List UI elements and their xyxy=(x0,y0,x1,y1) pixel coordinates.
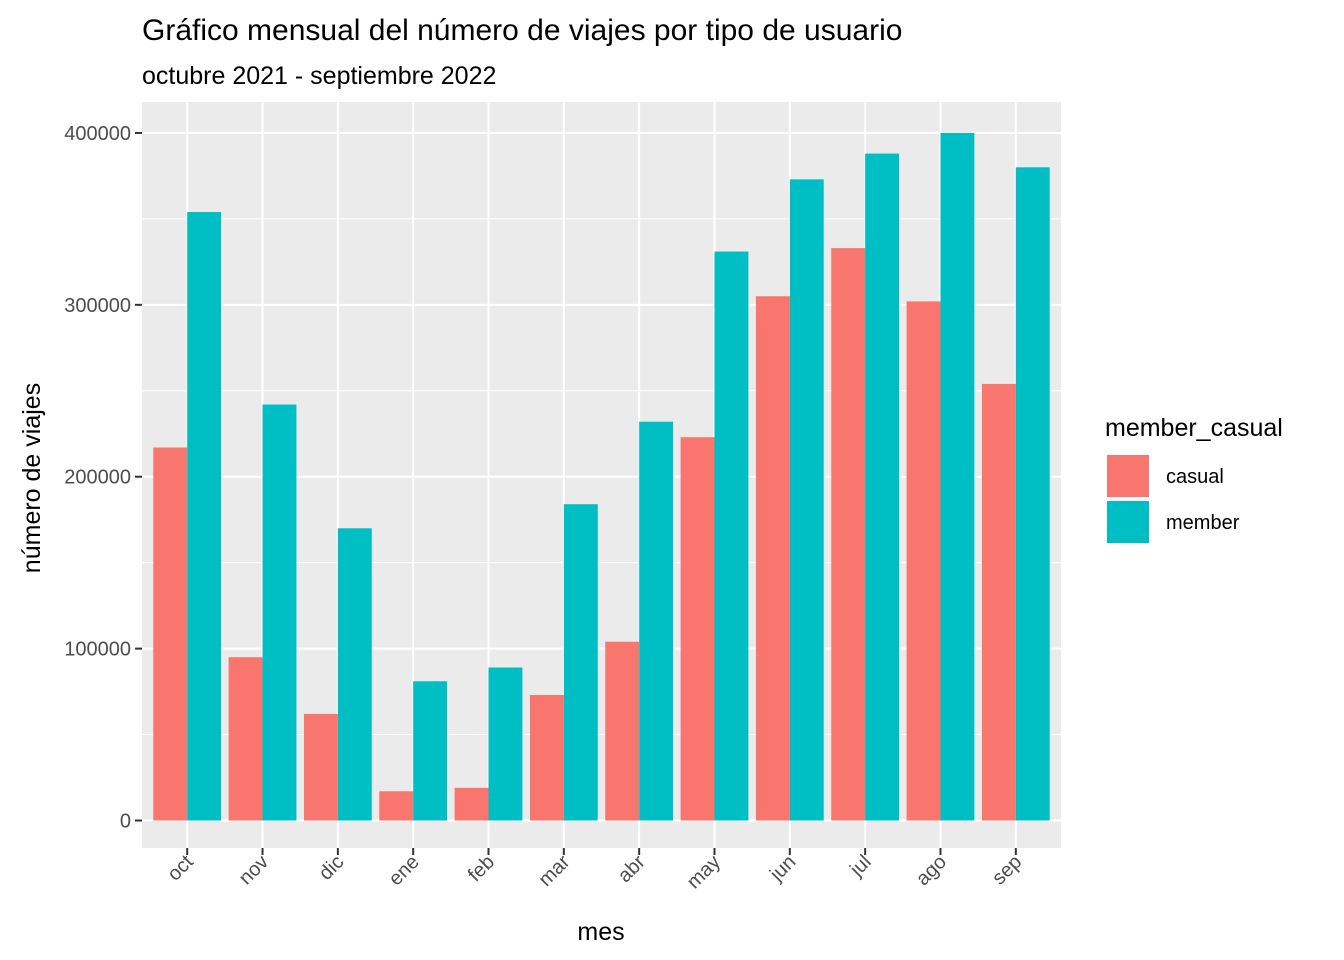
bar-casual-oct xyxy=(153,447,188,821)
x-tick-label: nov xyxy=(235,851,273,889)
bar-member-abr xyxy=(639,421,674,821)
bar-member-ago xyxy=(940,132,975,821)
legend-label-casual: casual xyxy=(1166,466,1224,488)
y-tick-label: 0 xyxy=(120,810,131,832)
bar-member-jul xyxy=(865,153,900,821)
y-tick-label: 100000 xyxy=(64,639,131,661)
x-tick-label: ene xyxy=(385,851,424,890)
bar-member-feb xyxy=(488,667,523,821)
y-tick-label: 200000 xyxy=(64,467,131,489)
bar-casual-ene xyxy=(379,791,414,821)
bar-casual-jul xyxy=(831,248,866,821)
bar-member-ene xyxy=(413,681,448,821)
bar-member-oct xyxy=(187,212,222,821)
bar-member-jun xyxy=(789,179,824,821)
bar-casual-nov xyxy=(228,657,263,821)
bar-member-sep xyxy=(1015,167,1050,821)
legend: member_casual casual member xyxy=(1105,414,1283,543)
x-tick-label: jun xyxy=(765,851,800,886)
bar-member-may xyxy=(714,251,749,821)
y-axis: 0 100000 200000 300000 400000 xyxy=(64,123,142,832)
x-tick-label: feb xyxy=(464,851,499,886)
y-tick-label: 300000 xyxy=(64,295,131,317)
legend-key-member xyxy=(1107,501,1149,543)
bar-casual-may xyxy=(680,437,715,821)
x-axis-title: mes xyxy=(577,918,624,946)
y-tick-label: 400000 xyxy=(64,123,131,145)
legend-title: member_casual xyxy=(1105,414,1283,442)
bar-casual-jun xyxy=(755,296,790,821)
y-axis-title: número de viajes xyxy=(18,383,46,573)
bar-casual-mar xyxy=(529,695,564,821)
x-tick-label: oct xyxy=(163,851,198,886)
x-axis: oct nov dic ene feb mar abr may jun jul ago sep xyxy=(163,848,1026,893)
bar-casual-sep xyxy=(981,383,1016,821)
bar-member-mar xyxy=(563,504,598,821)
chart-title: Gráfico mensual del número de viajes por… xyxy=(142,14,902,47)
bars xyxy=(153,132,1050,821)
bar-casual-dic xyxy=(303,713,338,821)
x-tick-label: sep xyxy=(988,851,1026,889)
x-tick-label: may xyxy=(683,851,725,893)
legend-label-member: member xyxy=(1166,512,1240,534)
bar-member-dic xyxy=(337,528,372,821)
x-tick-label: jul xyxy=(845,851,875,881)
legend-key-casual xyxy=(1107,455,1149,497)
chart-subtitle: octubre 2021 - septiembre 2022 xyxy=(142,62,496,90)
bar-casual-abr xyxy=(605,641,640,821)
x-tick-label: mar xyxy=(534,851,574,891)
bar-casual-ago xyxy=(906,301,941,821)
x-tick-label: dic xyxy=(315,851,349,885)
bar-casual-feb xyxy=(454,787,489,821)
bar-member-nov xyxy=(262,404,297,821)
x-tick-label: ago xyxy=(912,851,951,890)
x-tick-label: abr xyxy=(614,851,650,887)
